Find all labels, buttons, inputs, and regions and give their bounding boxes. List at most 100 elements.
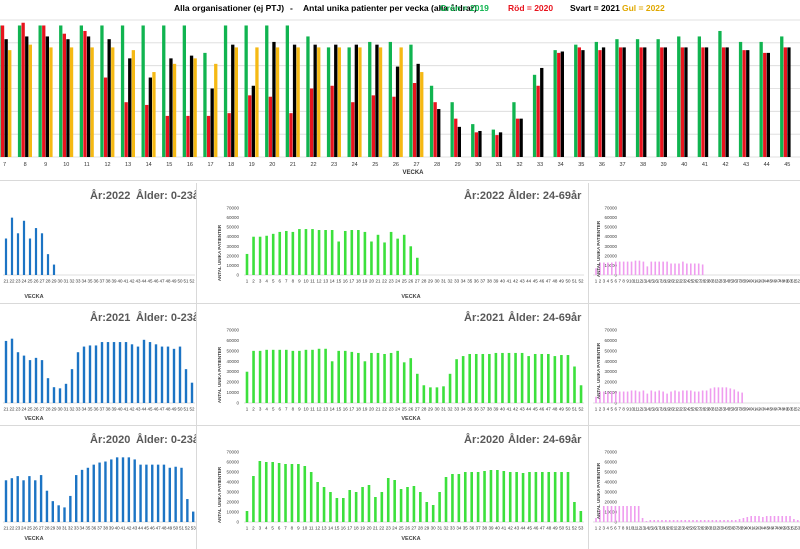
x-tick-label: 25 xyxy=(402,279,408,284)
x-tick-label: 21 xyxy=(373,526,379,531)
bar-week-3 xyxy=(603,262,605,275)
x-tick-label: 22 xyxy=(9,279,15,284)
bar-2022-week-17 xyxy=(214,63,218,158)
x-tick-label: 14 xyxy=(645,407,651,412)
x-tick-label: 5 xyxy=(271,526,274,531)
bar-2021-week-14 xyxy=(148,77,152,157)
x-tick-label: 11 xyxy=(632,526,637,531)
bar-week-23 xyxy=(389,231,393,275)
x-tick-label: 24 xyxy=(395,279,401,284)
x-tick-label: 36 xyxy=(474,407,480,412)
x-tick-label: 18 xyxy=(356,407,362,412)
y-tick-label: 50000 xyxy=(226,348,239,353)
x-tick-label: 45 xyxy=(147,407,153,412)
divider xyxy=(588,305,589,427)
bar-week-19 xyxy=(666,261,668,275)
x-tick-label: 28 xyxy=(45,279,51,284)
y-tick-label: 50000 xyxy=(226,225,239,230)
x-tick-label: 42 xyxy=(513,407,519,412)
bar-week-20 xyxy=(670,391,672,403)
bar-2019-week-39 xyxy=(656,39,660,157)
bar-week-21 xyxy=(674,390,676,403)
bar-week-32 xyxy=(69,495,72,522)
x-tick-label: 30 xyxy=(475,162,481,168)
x-tick-label: 26 xyxy=(692,279,698,284)
chart-header: Alla organisationer (ej PTJ) - Antal uni… xyxy=(174,3,665,13)
x-tick-label: 17 xyxy=(347,526,353,531)
bar-2019-week-27 xyxy=(409,44,413,157)
x-tick-label: 43 xyxy=(135,279,141,284)
x-tick-label: 12 xyxy=(636,526,642,531)
x-tick-label: 20 xyxy=(667,526,673,531)
x-tick-label: 43 xyxy=(743,162,749,168)
x-tick-label: 2 xyxy=(252,526,255,531)
x-tick-label: 38 xyxy=(105,407,111,412)
legend-2022: Gul = 2022 xyxy=(622,3,665,13)
bar-week-31 xyxy=(63,507,66,522)
x-tick-label: 24 xyxy=(395,407,401,412)
bar-week-47 xyxy=(547,353,550,403)
x-tick-label: 1 xyxy=(246,526,249,531)
bar-2020-week-30 xyxy=(474,132,478,157)
bar-2021-week-26 xyxy=(395,66,400,157)
bar-week-27 xyxy=(40,233,44,275)
x-tick-label: 25 xyxy=(27,407,33,412)
bar-week-13 xyxy=(642,261,645,275)
bar-week-10 xyxy=(304,349,308,403)
x-tick-label: 35 xyxy=(87,279,93,284)
bar-week-11 xyxy=(634,260,637,275)
x-tick-label: 10 xyxy=(302,526,308,531)
x-tick-label: 13 xyxy=(641,279,647,284)
bar-2020-week-41 xyxy=(701,47,705,157)
bar-week-27 xyxy=(696,520,698,522)
x-tick-label: 36 xyxy=(93,279,99,284)
bar-week-11 xyxy=(311,229,314,275)
bar-2020-week-16 xyxy=(186,115,190,157)
x-tick-label: 42 xyxy=(129,407,135,412)
x-tick-label: 44 xyxy=(760,526,766,531)
x-tick-label: 52 xyxy=(795,279,800,284)
bar-2020-week-17 xyxy=(206,115,211,157)
bar-2020-week-10 xyxy=(62,33,66,158)
x-tick-label: 49 xyxy=(559,279,565,284)
x-tick-label: 37 xyxy=(619,162,625,168)
bar-2021-week-37 xyxy=(622,47,626,157)
bar-week-10 xyxy=(630,390,633,403)
x-tick-label: 30 xyxy=(57,407,63,412)
bar-week-25 xyxy=(690,390,692,403)
x-tick-label: 37 xyxy=(736,407,742,412)
panel-title-age: Ålder: 24-69år xyxy=(508,433,582,446)
x-tick-label: 40 xyxy=(500,279,506,284)
bar-week-2 xyxy=(599,391,601,403)
chart-2021-0-23: År:2021 Ålder: 0-23år 212223242526272829… xyxy=(3,311,196,422)
bar-week-30 xyxy=(58,388,62,403)
x-tick-label: 20 xyxy=(369,407,375,412)
x-tick-label: 2 xyxy=(599,526,602,531)
x-tick-label: 38 xyxy=(740,279,746,284)
x-tick-label: 18 xyxy=(354,526,360,531)
x-tick-label: 50 xyxy=(565,279,571,284)
bar-week-41 xyxy=(507,352,511,403)
x-tick-label: 49 xyxy=(783,407,789,412)
x-tick-label: 34 xyxy=(461,407,467,412)
x-tick-label: 13 xyxy=(125,162,131,168)
bar-week-35 xyxy=(727,520,729,522)
bar-week-16 xyxy=(342,498,345,522)
x-tick-label: 52 xyxy=(189,407,195,412)
bar-week-22 xyxy=(676,520,679,522)
x-tick-label: 40 xyxy=(681,162,687,168)
x-tick-label: 23 xyxy=(679,526,685,531)
x-tick-label: 39 xyxy=(493,407,499,412)
bar-week-38 xyxy=(104,461,107,522)
bar-2019-week-41 xyxy=(697,36,701,157)
bar-2021-week-31 xyxy=(498,132,503,157)
x-tick-label: 37 xyxy=(476,526,482,531)
bar-week-18 xyxy=(357,230,360,275)
bar-2022-week-7 xyxy=(8,50,12,157)
bar-week-35 xyxy=(468,353,471,403)
x-tick-label: 41 xyxy=(749,526,755,531)
x-tick-label: 42 xyxy=(129,279,135,284)
bar-week-23 xyxy=(386,478,390,522)
bar-2020-week-23 xyxy=(330,85,334,157)
bar-week-6 xyxy=(614,261,617,275)
